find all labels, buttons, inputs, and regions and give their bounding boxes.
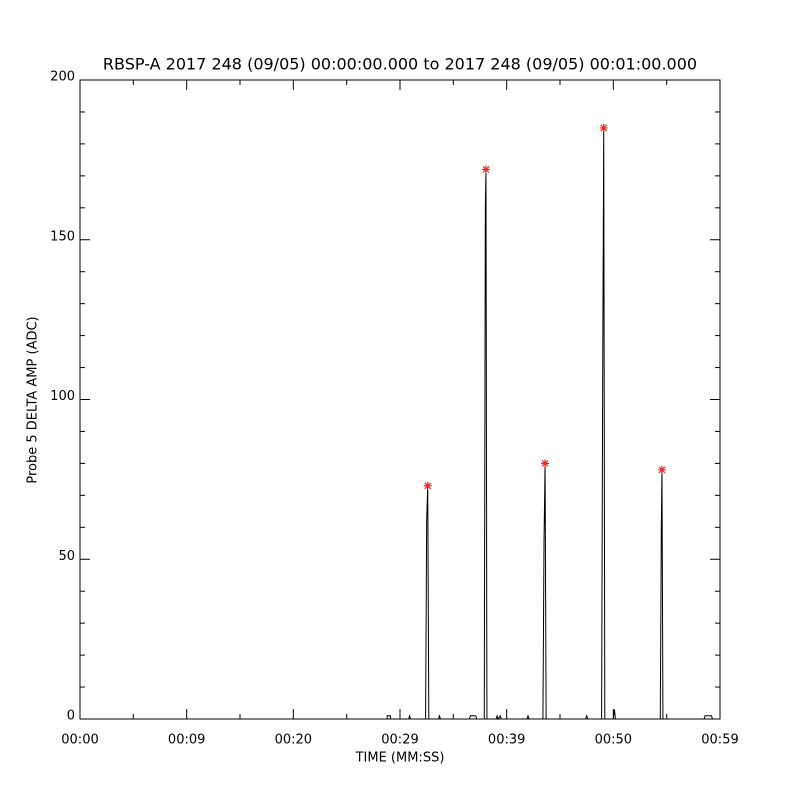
y-tick-label: 50 <box>58 549 75 564</box>
y-tick-label: 0 <box>67 709 75 724</box>
peak-marker <box>541 459 550 468</box>
x-tick-label: 00:39 <box>488 733 525 748</box>
peak-marker <box>599 123 608 132</box>
x-tick-label: 00:09 <box>168 733 205 748</box>
peak-marker <box>481 165 490 174</box>
x-axis-label: TIME (MM:SS) <box>355 751 445 766</box>
y-tick-label: 100 <box>50 389 75 404</box>
chart-title: RBSP-A 2017 248 (09/05) 00:00:00.000 to … <box>103 55 697 74</box>
x-tick-label: 00:59 <box>701 733 738 748</box>
y-axis-label: Probe 5 DELTA AMP (ADC) <box>26 316 41 483</box>
peak-marker <box>657 465 666 474</box>
x-tick-label: 00:50 <box>595 733 632 748</box>
y-tick-label: 150 <box>50 229 75 244</box>
peak-marker <box>423 481 432 490</box>
x-tick-label: 00:20 <box>275 733 312 748</box>
signal-line <box>80 127 720 721</box>
x-tick-label: 00:00 <box>61 733 98 748</box>
y-tick-label: 200 <box>50 70 75 85</box>
x-tick-label: 00:29 <box>381 733 418 748</box>
